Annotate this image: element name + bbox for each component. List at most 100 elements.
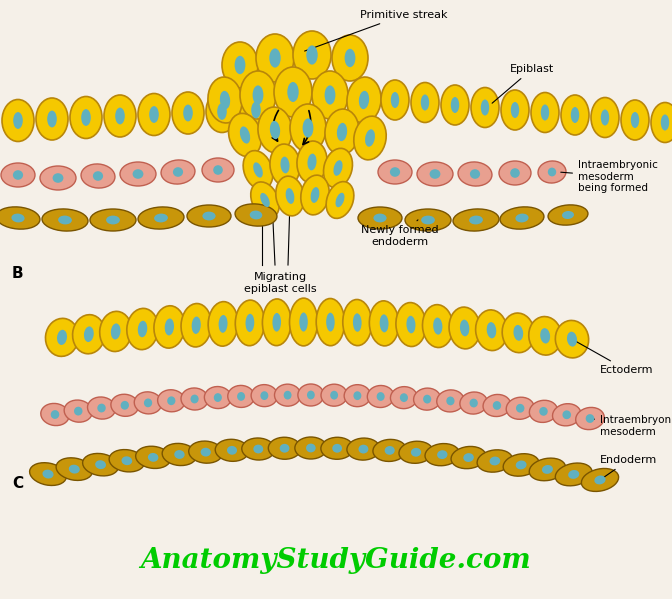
Ellipse shape (81, 109, 91, 126)
Ellipse shape (187, 205, 231, 227)
Ellipse shape (325, 86, 335, 105)
Ellipse shape (390, 386, 417, 409)
Ellipse shape (425, 444, 460, 466)
Ellipse shape (568, 470, 579, 479)
Ellipse shape (83, 453, 118, 476)
Ellipse shape (621, 100, 649, 140)
Ellipse shape (235, 204, 277, 226)
Ellipse shape (446, 397, 454, 406)
Ellipse shape (471, 87, 499, 128)
Ellipse shape (174, 450, 185, 459)
Ellipse shape (567, 332, 577, 347)
Ellipse shape (253, 444, 263, 453)
Ellipse shape (74, 407, 83, 416)
Ellipse shape (480, 99, 489, 116)
Ellipse shape (136, 446, 171, 468)
Ellipse shape (586, 414, 594, 423)
Ellipse shape (242, 438, 275, 460)
Ellipse shape (347, 77, 381, 123)
Ellipse shape (332, 444, 342, 453)
Ellipse shape (64, 400, 92, 422)
Ellipse shape (552, 404, 581, 426)
Ellipse shape (228, 385, 255, 407)
Ellipse shape (302, 119, 313, 138)
Ellipse shape (391, 92, 399, 108)
Ellipse shape (270, 144, 300, 186)
Ellipse shape (358, 207, 402, 229)
Ellipse shape (11, 214, 25, 222)
Ellipse shape (530, 458, 566, 481)
Ellipse shape (511, 102, 519, 118)
Ellipse shape (58, 216, 72, 225)
Ellipse shape (353, 313, 362, 332)
Ellipse shape (208, 77, 242, 123)
Ellipse shape (326, 181, 354, 219)
Ellipse shape (541, 104, 549, 120)
Ellipse shape (333, 160, 343, 176)
Ellipse shape (122, 456, 132, 465)
Ellipse shape (183, 105, 193, 122)
Ellipse shape (380, 314, 388, 332)
Ellipse shape (501, 90, 529, 130)
Ellipse shape (477, 450, 513, 472)
Ellipse shape (120, 401, 129, 410)
Ellipse shape (631, 112, 639, 128)
Text: AnatomyStudyGuide.com: AnatomyStudyGuide.com (140, 546, 532, 573)
Ellipse shape (272, 313, 281, 332)
Ellipse shape (290, 104, 326, 152)
Ellipse shape (251, 385, 278, 407)
Ellipse shape (396, 302, 426, 346)
Text: Endoderm: Endoderm (600, 455, 657, 479)
Ellipse shape (470, 169, 480, 179)
Ellipse shape (270, 121, 280, 139)
Ellipse shape (251, 182, 280, 218)
Ellipse shape (500, 207, 544, 229)
Ellipse shape (190, 395, 199, 403)
Ellipse shape (165, 319, 174, 335)
Ellipse shape (42, 209, 88, 231)
Ellipse shape (417, 162, 453, 186)
Ellipse shape (378, 160, 412, 184)
Ellipse shape (93, 171, 103, 181)
Ellipse shape (368, 386, 394, 407)
Ellipse shape (127, 308, 158, 350)
Ellipse shape (321, 384, 347, 406)
Ellipse shape (506, 397, 534, 419)
Ellipse shape (540, 328, 550, 343)
Ellipse shape (451, 97, 459, 113)
Ellipse shape (111, 394, 138, 416)
Ellipse shape (274, 67, 312, 117)
Ellipse shape (253, 162, 263, 178)
Text: B: B (12, 266, 24, 281)
Ellipse shape (661, 114, 669, 131)
Ellipse shape (87, 397, 116, 419)
Ellipse shape (451, 446, 486, 468)
Ellipse shape (358, 444, 368, 453)
Ellipse shape (240, 126, 250, 144)
Ellipse shape (295, 437, 327, 459)
Ellipse shape (460, 392, 487, 414)
Ellipse shape (306, 444, 316, 452)
Ellipse shape (411, 448, 421, 456)
Ellipse shape (13, 112, 23, 129)
Ellipse shape (306, 46, 318, 65)
Ellipse shape (235, 300, 265, 346)
Ellipse shape (220, 91, 230, 109)
Ellipse shape (120, 162, 156, 186)
Ellipse shape (258, 107, 292, 153)
Ellipse shape (562, 211, 574, 219)
Ellipse shape (293, 31, 331, 79)
Text: C: C (12, 476, 23, 491)
Ellipse shape (192, 316, 201, 334)
Text: Migrating
epiblast cells: Migrating epiblast cells (244, 272, 317, 294)
Ellipse shape (347, 438, 380, 460)
Ellipse shape (189, 441, 222, 463)
Ellipse shape (345, 49, 355, 67)
Ellipse shape (317, 298, 345, 346)
Ellipse shape (298, 384, 324, 406)
Ellipse shape (214, 393, 222, 402)
Ellipse shape (42, 470, 54, 479)
Ellipse shape (376, 392, 384, 401)
Text: Ectoderm: Ectoderm (575, 340, 653, 375)
Ellipse shape (453, 209, 499, 231)
